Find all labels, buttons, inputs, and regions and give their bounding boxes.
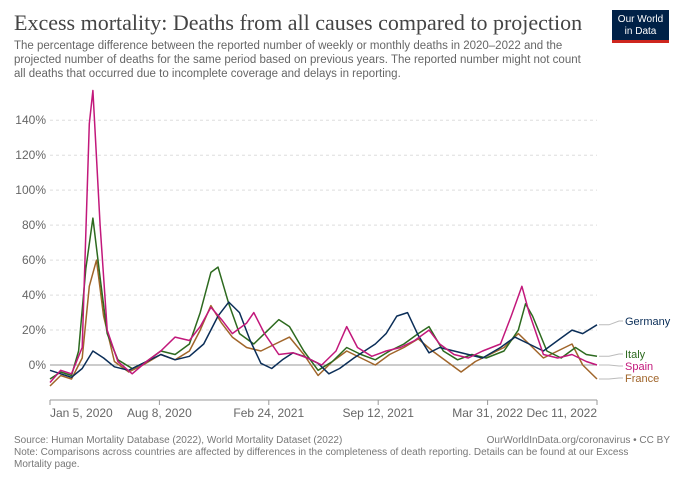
series-line-italy <box>49 217 598 380</box>
y-tick-label: 0% <box>29 358 47 372</box>
series-line-france <box>49 259 598 387</box>
x-tick-label: Sep 12, 2021 <box>342 406 414 420</box>
label-connector <box>599 320 623 326</box>
x-tick-label: Jan 5, 2020 <box>50 406 113 420</box>
logo-accent-bar <box>612 40 669 43</box>
footnote: Note: Comparisons across countries are a… <box>14 447 629 470</box>
series-line-spain <box>49 89 598 383</box>
y-tick-label: 80% <box>22 218 46 232</box>
x-tick-label: Mar 31, 2022 <box>452 406 523 420</box>
chart-subtitle: The percentage difference between the re… <box>14 40 581 80</box>
y-tick-label: 20% <box>22 323 46 337</box>
logo-line-2: in Data <box>624 26 657 37</box>
y-tick-label: 120% <box>15 148 46 162</box>
series-label-france: France <box>625 373 659 385</box>
series-line-germany <box>49 301 598 379</box>
y-tick-label: 140% <box>15 113 46 127</box>
label-connector <box>599 353 623 357</box>
y-tick-label: 60% <box>22 253 46 267</box>
y-tick-label: 40% <box>22 288 46 302</box>
label-connector <box>599 364 623 367</box>
x-tick-label: Dec 11, 2022 <box>527 406 598 420</box>
x-tick-label: Aug 8, 2020 <box>127 406 192 420</box>
owid-logo[interactable]: Our World in Data <box>612 10 669 43</box>
logo-line-1: Our World <box>617 14 664 25</box>
x-tick-label: Feb 24, 2021 <box>233 406 304 420</box>
chart-title: Excess mortality: Deaths from all causes… <box>14 10 583 35</box>
series-label-italy: Italy <box>625 349 646 361</box>
label-connector <box>599 377 623 380</box>
y-tick-label: 100% <box>15 183 46 197</box>
license-link[interactable]: OurWorldInData.org/coronavirus • CC BY <box>486 435 670 446</box>
source-text: Source: Human Mortality Database (2022),… <box>14 435 343 446</box>
series-label-germany: Germany <box>625 316 671 328</box>
series-label-spain: Spain <box>625 361 653 373</box>
